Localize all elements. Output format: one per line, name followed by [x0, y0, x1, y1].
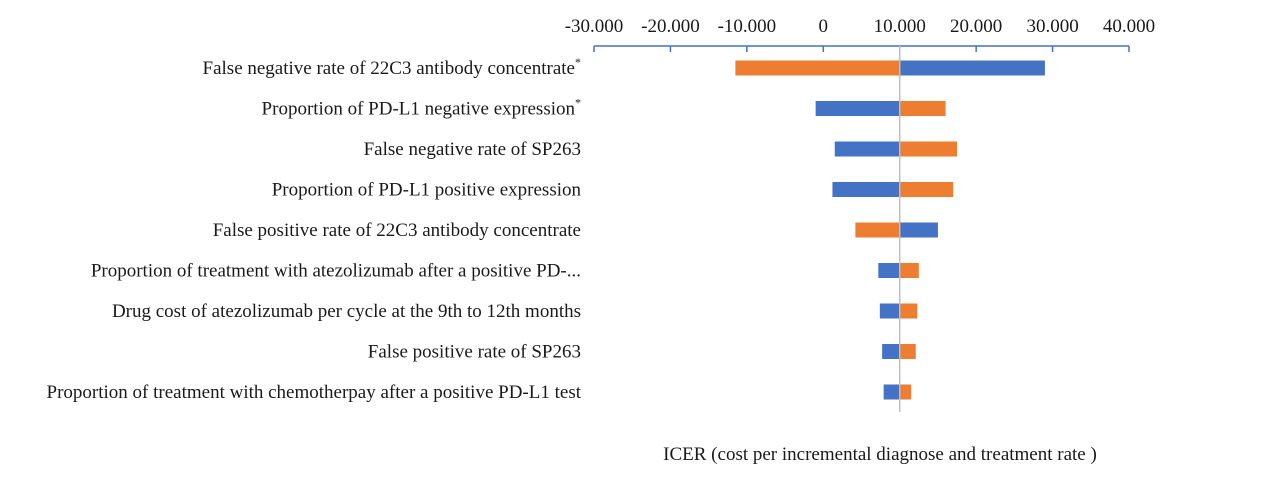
bar-high — [899, 303, 918, 319]
category-label-text: False negative rate of SP263 — [364, 139, 581, 160]
category-labels: False negative rate of 22C3 antibody con… — [47, 55, 582, 403]
category-label-text: False negative rate of 22C3 antibody con… — [203, 58, 575, 79]
bar-high — [899, 384, 912, 400]
bar-low — [879, 303, 900, 319]
bar-low — [735, 60, 900, 76]
x-tick-label: 0 — [819, 16, 829, 37]
category-label: Drug cost of atezolizumab per cycle at t… — [112, 301, 581, 322]
bar-low — [855, 222, 900, 238]
bar-low — [882, 344, 900, 359]
category-label: False positive rate of 22C3 antibody con… — [213, 220, 581, 241]
x-tick-label: -10.000 — [718, 16, 777, 37]
significance-marker: * — [575, 55, 581, 69]
bar-high — [899, 344, 916, 359]
bar-high — [899, 101, 946, 116]
bars — [735, 60, 1045, 400]
x-tick-label: -30.000 — [565, 16, 624, 37]
x-tick-label: 40.000 — [1103, 16, 1155, 37]
x-tick-label: -20.000 — [641, 16, 700, 37]
bar-low — [815, 101, 900, 116]
bar-high — [899, 182, 954, 197]
category-label-text: Proportion of PD-L1 negative expression — [262, 99, 576, 120]
bar-low — [834, 141, 900, 157]
category-label: Proportion of PD-L1 negative expression* — [262, 96, 581, 120]
category-label: False negative rate of 22C3 antibody con… — [203, 55, 581, 79]
bar-low — [832, 182, 900, 197]
category-label-text: Proportion of treatment with atezolizuma… — [91, 261, 581, 282]
category-label: Proportion of treatment with atezolizuma… — [91, 261, 581, 282]
x-tick-label: 20.000 — [950, 16, 1002, 37]
category-label: False negative rate of SP263 — [364, 139, 581, 160]
bar-high — [899, 263, 919, 278]
category-label-text: False positive rate of SP263 — [368, 342, 581, 363]
x-tick-label: 30.000 — [1026, 16, 1078, 37]
x-axis-title: ICER (cost per incremental diagnose and … — [663, 444, 1097, 465]
x-tick-label: 10.000 — [874, 16, 926, 37]
bar-high — [899, 222, 938, 238]
significance-marker: * — [575, 96, 581, 110]
bar-high — [899, 60, 1045, 76]
category-label-text: Proportion of PD-L1 positive expression — [272, 180, 582, 201]
tick-labels: -30.000 -20.000 -10.000 0 10.000 20.000 30.000… — [565, 16, 1155, 37]
bar-high — [899, 141, 958, 157]
category-label: False positive rate of SP263 — [368, 342, 581, 363]
x-axis — [593, 45, 1130, 52]
category-label: Proportion of treatment with chemotherpa… — [47, 382, 582, 403]
category-label: Proportion of PD-L1 positive expression — [272, 180, 582, 201]
category-label-text: Proportion of treatment with chemotherpa… — [47, 382, 582, 403]
bar-low — [883, 384, 900, 400]
category-label-text: False positive rate of 22C3 antibody con… — [213, 220, 581, 241]
bar-low — [878, 263, 900, 278]
category-label-text: Drug cost of atezolizumab per cycle at t… — [112, 301, 581, 322]
